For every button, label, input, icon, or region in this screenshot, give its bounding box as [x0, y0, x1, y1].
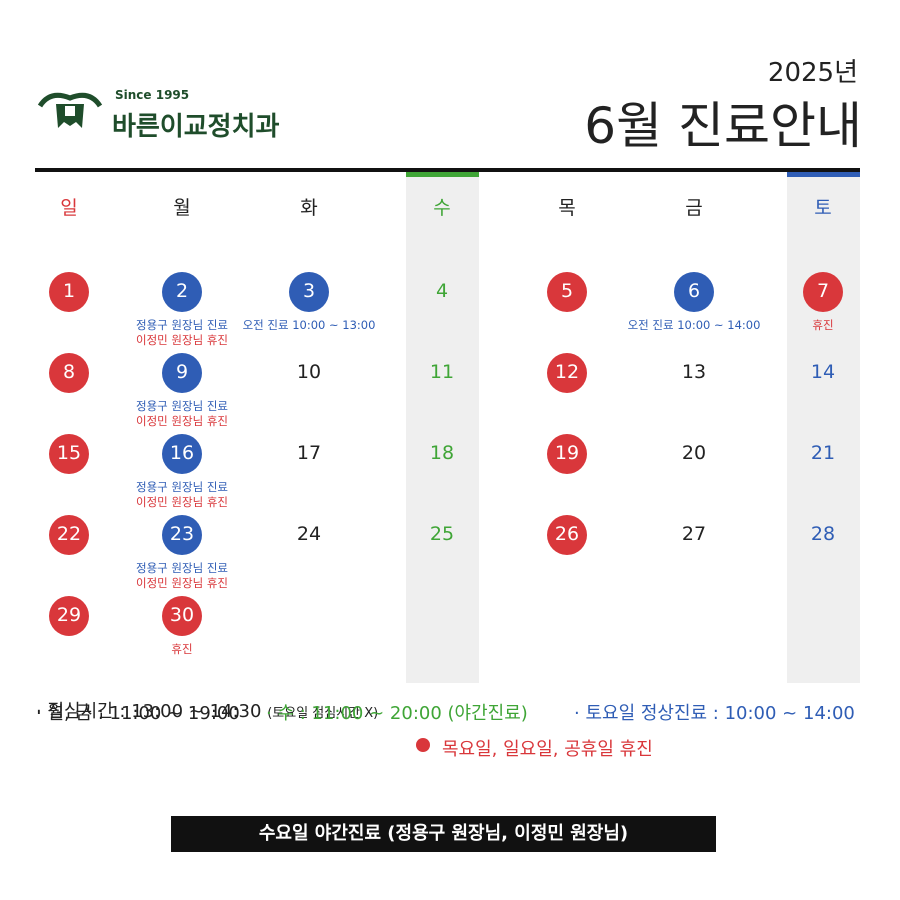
day-circle: [162, 515, 202, 555]
day-circle: [49, 596, 89, 636]
weekday: 토: [814, 197, 832, 219]
clinic-name: 바른이교정치과: [112, 112, 280, 142]
day-number: 18: [429, 442, 455, 464]
day-circle: [162, 272, 202, 312]
day-note: 오전 진료 10:00 ~ 13:00: [242, 318, 376, 332]
day-number: 6: [687, 280, 701, 302]
day-note: 휴진: [812, 318, 834, 332]
day-number: 25: [429, 523, 455, 545]
day-note: 오전 진료 10:00 ~ 14:00: [627, 318, 761, 332]
column-shade: [787, 173, 860, 683]
closed-days: 목요일, 일요일, 공휴일 휴진: [442, 739, 653, 760]
day-number: 13: [681, 361, 707, 383]
day-note: 정용구 원장님 진료: [136, 480, 228, 494]
day-note: 이정민 원장님 휴진: [136, 495, 228, 509]
day-number: 28: [810, 523, 836, 545]
day-number: 27: [681, 523, 707, 545]
weekday: 일: [60, 197, 78, 219]
day-number: 9: [175, 361, 189, 383]
day-circle: [162, 434, 202, 474]
column-shade: [406, 173, 479, 683]
day-circle: [547, 353, 587, 393]
title: 6월 진료안내: [584, 97, 862, 155]
day-number: 24: [296, 523, 322, 545]
lunch-hours: · 점심시간 : 13:00 ~ 14:30: [36, 701, 262, 722]
day-number: 11: [429, 361, 455, 383]
day-number: 16: [169, 442, 195, 464]
hours: · 토요일 정상진료 : 10:00 ~ 14:00: [574, 703, 855, 724]
hours: · 월, 금 : 11:00 ~ 19:00: [36, 703, 240, 724]
day-note: 정용구 원장님 진료: [136, 561, 228, 575]
day-number: 22: [56, 523, 82, 545]
day-number: 1: [62, 280, 76, 302]
day-circle: [162, 596, 202, 636]
column-bar: [787, 172, 860, 177]
day-note: 정용구 원장님 진료: [136, 318, 228, 332]
since: Since 1995: [115, 88, 190, 102]
weekday: 월: [173, 197, 191, 219]
day-circle: [803, 272, 843, 312]
hours: · 수 : 11:00 ~ 20:00 (야간진료): [266, 703, 528, 724]
day-number: 3: [302, 280, 316, 302]
day-circle: [49, 272, 89, 312]
weekday: 수: [433, 197, 451, 219]
column-bar: [406, 172, 479, 177]
day-circle: [162, 353, 202, 393]
day-note: 이정민 원장님 휴진: [136, 576, 228, 590]
day-note: 이정민 원장님 휴진: [136, 414, 228, 428]
lunch-note: (토요일 점심시간 X): [267, 706, 379, 721]
day-number: 29: [56, 604, 82, 626]
day-number: 30: [169, 604, 195, 626]
day-number: 7: [816, 280, 830, 302]
closed-dot: [416, 738, 430, 752]
logo: [37, 92, 103, 128]
day-number: 4: [435, 280, 449, 302]
day-number: 14: [810, 361, 836, 383]
weekday: 목: [558, 197, 576, 219]
day-note: 휴진: [171, 642, 193, 656]
day-number: 5: [560, 280, 574, 302]
day-number: 21: [810, 442, 836, 464]
day-number: 23: [169, 523, 195, 545]
day-number: 17: [296, 442, 322, 464]
day-circle: [547, 434, 587, 474]
header-rule: [35, 168, 860, 172]
day-circle: [289, 272, 329, 312]
weekday: 화: [300, 197, 318, 219]
weekday: 금: [685, 197, 703, 219]
day-circle: [547, 272, 587, 312]
day-note: 이정민 원장님 휴진: [136, 333, 228, 347]
year: 2025년: [767, 58, 858, 88]
day-number: 8: [62, 361, 76, 383]
day-circle: [547, 515, 587, 555]
day-number: 15: [56, 442, 82, 464]
day-circle: [49, 353, 89, 393]
day-circle: [49, 515, 89, 555]
day-circle: [49, 434, 89, 474]
day-number: 20: [681, 442, 707, 464]
day-number: 12: [554, 361, 580, 383]
day-number: 26: [554, 523, 580, 545]
day-number: 19: [554, 442, 580, 464]
day-note: 정용구 원장님 진료: [136, 399, 228, 413]
lunch: · 점심시간 : 13:00 ~ 14:30 (토요일 점심시간 X): [36, 697, 378, 723]
banner: 수요일 야간진료 (정용구 원장님, 이정민 원장님): [171, 816, 716, 852]
day-number: 10: [296, 361, 322, 383]
day-number: 2: [175, 280, 189, 302]
day-circle: [674, 272, 714, 312]
